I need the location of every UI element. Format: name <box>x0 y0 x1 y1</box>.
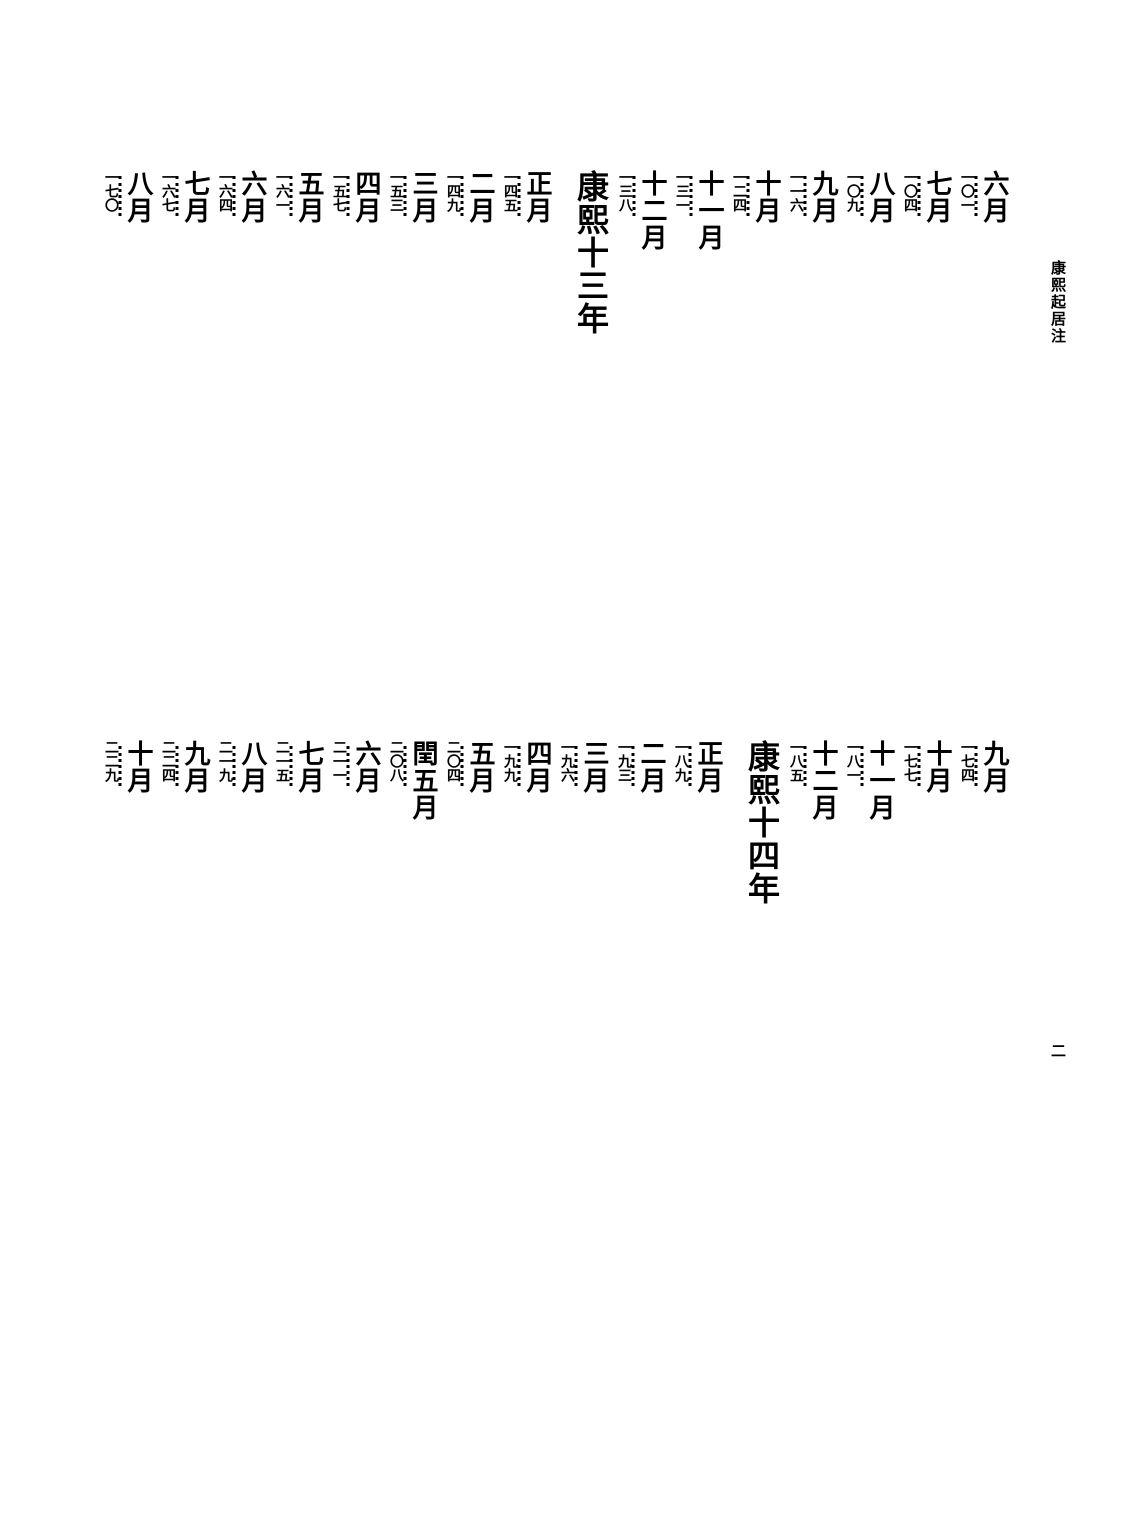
year-label: 康熙十四年 <box>739 740 785 905</box>
toc-entry: 閏五月二〇八 <box>385 740 442 1200</box>
toc-entry: 七月二一五 <box>271 740 328 1200</box>
toc-entry-label: 閏五月 <box>405 740 442 821</box>
toc-page-ref: 一三一 <box>671 170 691 212</box>
toc-entry: 三月一五三 <box>385 170 442 630</box>
toc-entry-label: 四月 <box>348 170 385 224</box>
toc-entry-label: 十一月 <box>862 740 899 821</box>
toc-entry: 九月二二四 <box>157 740 214 1200</box>
toc-entry: 二月一四九 <box>442 170 499 630</box>
toc-entry-label: 十月 <box>748 170 785 224</box>
toc-page-ref: 一九九 <box>499 740 519 782</box>
toc-page-ref: 一七四 <box>956 740 976 782</box>
toc-entry-label: 七月 <box>291 740 328 794</box>
toc-page-ref: 二一一 <box>328 740 348 782</box>
toc-page-ref: 一六一 <box>271 170 291 212</box>
toc-page-ref: 一五七 <box>328 170 348 212</box>
toc-entry: 十二月一八五 <box>785 740 842 1200</box>
toc-entry-label: 十月 <box>919 740 956 794</box>
page: 康熙起居注 二 六月一〇一七月一〇四八月一〇九九月一一六十月一二四十一月一三一十… <box>0 0 1133 1538</box>
toc-page-ref: 一六七 <box>157 170 177 212</box>
toc-page-ref: 一八一 <box>842 740 862 782</box>
toc-page-ref: 一〇四 <box>899 170 919 212</box>
toc-entry-label: 六月 <box>976 170 1013 224</box>
toc-page-ref: 一七七 <box>899 740 919 782</box>
toc-year-heading: 康熙十四年 <box>727 740 785 1200</box>
toc-page-ref: 二〇八 <box>385 740 405 782</box>
toc-block-top: 六月一〇一七月一〇四八月一〇九九月一一六十月一二四十一月一三一十二月一三八康熙十… <box>100 170 1013 630</box>
toc-entry: 六月二一一 <box>328 740 385 1200</box>
toc-page-ref: 一〇一 <box>956 170 976 212</box>
toc-entry-label: 十月 <box>120 740 157 794</box>
toc-entry-label: 八月 <box>120 170 157 224</box>
toc-page-ref: 一四九 <box>442 170 462 212</box>
toc-page-ref: 一六四 <box>214 170 234 212</box>
toc-entry-label: 九月 <box>177 740 214 794</box>
toc-entry-label: 八月 <box>862 170 899 224</box>
toc-entry: 十月一七七 <box>899 740 956 1200</box>
toc-entry-label: 三月 <box>576 740 613 794</box>
toc-entry: 正月一八九 <box>670 740 727 1200</box>
toc-entry-label: 二月 <box>462 170 499 224</box>
toc-page-ref: 一九六 <box>556 740 576 782</box>
toc-page-ref: 一三八 <box>614 170 634 212</box>
year-label: 康熙十三年 <box>568 170 614 335</box>
toc-entry: 九月一一六 <box>785 170 842 630</box>
toc-entry: 六月一六四 <box>214 170 271 630</box>
toc-page-ref: 一五三 <box>385 170 405 212</box>
toc-entry-label: 十一月 <box>691 170 728 251</box>
toc-entry: 十一月一八一 <box>842 740 899 1200</box>
toc-entry-label: 十二月 <box>634 170 671 251</box>
toc-entry: 九月一七四 <box>956 740 1013 1200</box>
toc-entry: 七月一〇四 <box>899 170 956 630</box>
toc-page-ref: 一〇九 <box>842 170 862 212</box>
toc-entry-label: 五月 <box>291 170 328 224</box>
toc-page-ref: 一八五 <box>785 740 805 782</box>
toc-entry-label: 二月 <box>633 740 670 794</box>
toc-entry-label: 七月 <box>919 170 956 224</box>
toc-entry-label: 四月 <box>519 740 556 794</box>
toc-entry-label: 正月 <box>519 170 556 224</box>
toc-entry: 五月一六一 <box>271 170 328 630</box>
toc-page-ref: 一九三 <box>613 740 633 782</box>
toc-entry: 三月一九六 <box>556 740 613 1200</box>
toc-entry-label: 九月 <box>976 740 1013 794</box>
running-title: 康熙起居注 <box>1047 260 1068 345</box>
toc-page-ref: 二二九 <box>100 740 120 782</box>
toc-entry: 八月一七〇 <box>100 170 157 630</box>
toc-entry-label: 十二月 <box>805 740 842 821</box>
toc-entry: 八月一〇九 <box>842 170 899 630</box>
toc-entry-label: 六月 <box>234 170 271 224</box>
toc-entry: 四月一五七 <box>328 170 385 630</box>
toc-entry: 正月一四五 <box>499 170 556 630</box>
toc-page-ref: 一一六 <box>785 170 805 212</box>
toc-entry-label: 五月 <box>462 740 499 794</box>
toc-entry-label: 九月 <box>805 170 842 224</box>
toc-page-ref: 一七〇 <box>100 170 120 212</box>
toc-year-heading: 康熙十三年 <box>556 170 614 630</box>
toc-entry: 八月二一九 <box>214 740 271 1200</box>
toc-page-ref: 二一九 <box>214 740 234 782</box>
toc-entry-label: 三月 <box>405 170 442 224</box>
toc-entry: 五月二〇四 <box>442 740 499 1200</box>
toc-entry-label: 七月 <box>177 170 214 224</box>
toc-entry: 七月一六七 <box>157 170 214 630</box>
toc-entry-label: 正月 <box>690 740 727 794</box>
toc-entry: 二月一九三 <box>613 740 670 1200</box>
toc-entry: 十月二二九 <box>100 740 157 1200</box>
toc-page-ref: 一二四 <box>728 170 748 212</box>
toc-entry: 十二月一三八 <box>614 170 671 630</box>
toc-entry: 十月一二四 <box>728 170 785 630</box>
toc-page-ref: 二〇四 <box>442 740 462 782</box>
toc-page-ref: 二一五 <box>271 740 291 782</box>
toc-entry-label: 八月 <box>234 740 271 794</box>
toc-page-ref: 二二四 <box>157 740 177 782</box>
toc-block-bottom: 九月一七四十月一七七十一月一八一十二月一八五康熙十四年正月一八九二月一九三三月一… <box>100 740 1013 1200</box>
toc-page-ref: 一四五 <box>499 170 519 212</box>
toc-page-ref: 一八九 <box>670 740 690 782</box>
toc-entry-label: 六月 <box>348 740 385 794</box>
toc-entry: 四月一九九 <box>499 740 556 1200</box>
toc-entry: 六月一〇一 <box>956 170 1013 630</box>
toc-entry: 十一月一三一 <box>671 170 728 630</box>
page-number: 二 <box>1047 1043 1068 1058</box>
